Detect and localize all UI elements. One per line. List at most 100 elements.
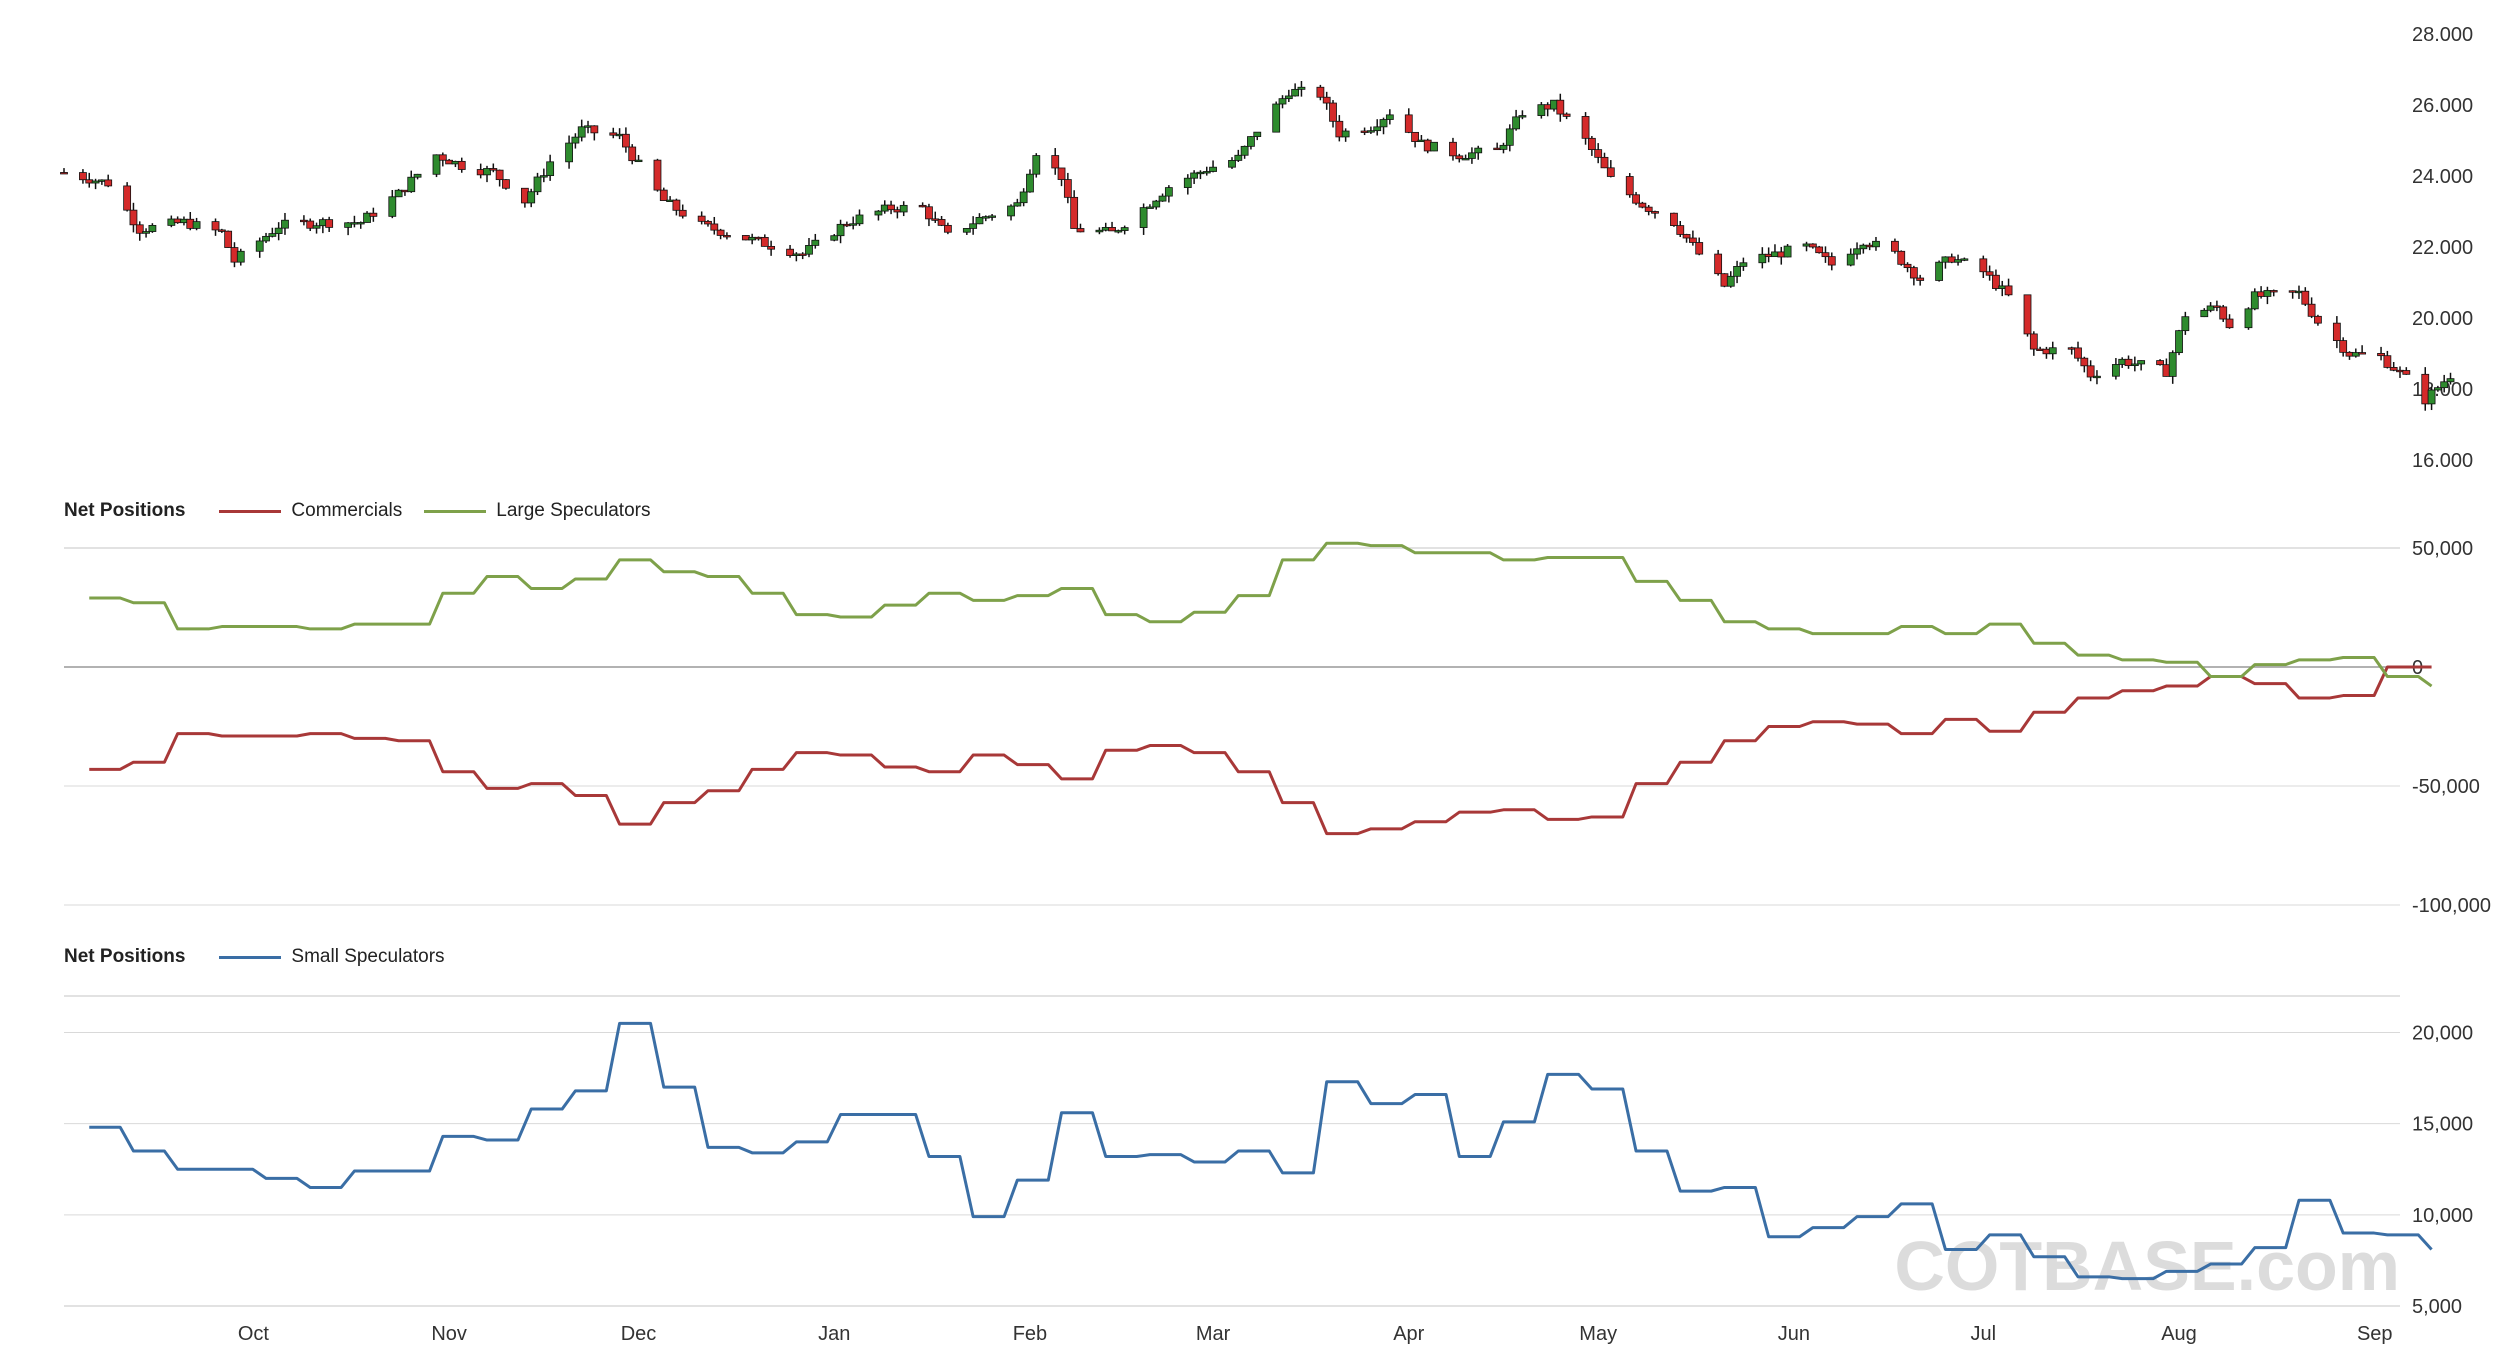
candle-body [483, 168, 491, 176]
candle-body [1007, 205, 1015, 217]
candle-body [1606, 167, 1615, 177]
candle-body [1815, 246, 1824, 254]
y-tick-label: 15,000 [2412, 1114, 2473, 1136]
candle-body [1139, 207, 1148, 228]
candle-body [716, 229, 725, 236]
candle-body [1846, 253, 1855, 266]
x-tick-label: Jul [1971, 1323, 1997, 1345]
candle-body [457, 160, 466, 170]
candle-body [918, 204, 927, 208]
candle-body [2168, 352, 2177, 377]
candle-body [1581, 116, 1590, 139]
x-tick-label: Feb [1013, 1323, 1047, 1345]
y-tick-label: -50,000 [2412, 776, 2480, 798]
legend-item-large-speculators[interactable]: Large Speculators [424, 500, 650, 522]
candle-body [767, 245, 776, 250]
candle-body [1644, 206, 1653, 212]
candle-body [1651, 211, 1659, 214]
candle-body [1985, 271, 1994, 276]
candle-body [1726, 275, 1735, 287]
candle-body [262, 235, 270, 242]
candle-body [577, 126, 586, 138]
candle-body [2130, 363, 2139, 367]
candle-body [2269, 290, 2278, 293]
candle-body [849, 223, 858, 226]
candle-body [1026, 173, 1034, 193]
candle-body [2124, 358, 2133, 367]
candle-body [1670, 212, 1678, 226]
candle-body [2389, 367, 2398, 371]
candle-body [2263, 290, 2272, 297]
candle-body [1903, 263, 1912, 269]
candle-body [123, 185, 132, 211]
candle-body [2421, 373, 2430, 405]
candle-body [1505, 128, 1514, 146]
candle-body [344, 222, 353, 228]
x-tick-label: Nov [431, 1323, 467, 1345]
candle-body [1385, 114, 1394, 120]
candle-body [1120, 227, 1129, 231]
candle-body [1676, 225, 1685, 235]
candle-body [369, 212, 378, 217]
x-tick-label: Sep [2357, 1323, 2393, 1345]
candle-body [1632, 194, 1640, 204]
candle-body [2225, 318, 2234, 329]
legend-item-small-speculators[interactable]: Small Speculators [219, 946, 445, 968]
candle-body [1095, 229, 1104, 233]
candle-body [1695, 242, 1704, 255]
candle-body [1158, 195, 1167, 202]
candle-body [1032, 155, 1041, 175]
candle-body [2433, 387, 2442, 391]
candle-body [2377, 352, 2385, 357]
candle-body [1366, 130, 1375, 133]
y-tick-label: 26.000 [2412, 95, 2473, 117]
legend-label-small-speculators: Small Speculators [291, 946, 445, 967]
legend-item-commercials[interactable]: Commercials [219, 500, 402, 522]
candle-body [2093, 375, 2101, 379]
candle-body [805, 245, 813, 255]
candle-body [1228, 160, 1236, 168]
candle-body [937, 219, 946, 226]
candle-body [1783, 245, 1792, 258]
candle-body [622, 133, 630, 148]
candle-body [653, 159, 662, 191]
candle-body [129, 209, 138, 226]
candle-body [1183, 177, 1192, 188]
candle-body [1916, 277, 1925, 281]
large-speculators-swatch [424, 509, 487, 513]
candle-body [1512, 116, 1521, 130]
candle-body [2029, 333, 2038, 350]
x-tick-label: Jun [1778, 1323, 1810, 1345]
candle-body [760, 237, 769, 247]
candle-body [142, 231, 150, 234]
candle-body [1240, 145, 1249, 156]
candle-body [79, 172, 87, 181]
candle-body [2086, 365, 2095, 378]
series-line-small-speculators [89, 1021, 2433, 1281]
candle-body [502, 179, 510, 189]
candle-body [1600, 156, 1609, 169]
candle-body [1411, 131, 1419, 142]
candle-body [2137, 360, 2146, 365]
candle-body [2314, 315, 2322, 324]
candle-body [1379, 119, 1388, 128]
candle-body [1556, 99, 1565, 115]
candle-body [590, 125, 599, 134]
candle-body [2048, 347, 2057, 355]
candle-body [546, 161, 555, 177]
candle-body [2156, 360, 2164, 366]
candle-body [1063, 179, 1072, 198]
y-tick-label: 22.000 [2412, 237, 2473, 259]
candle-body [1146, 206, 1154, 209]
candle-body [495, 169, 504, 181]
candle-body [388, 196, 397, 217]
candle-body [1758, 253, 1767, 264]
candle-body [1638, 202, 1647, 208]
candle-body [1891, 240, 1899, 252]
x-tick-label: May [1579, 1323, 1617, 1345]
candle-body [1253, 131, 1262, 137]
candle-body [1202, 171, 1211, 174]
candle-body [1076, 228, 1085, 233]
candle-body [1821, 252, 1830, 258]
legend-label-large-speculators: Large Speculators [496, 500, 651, 521]
